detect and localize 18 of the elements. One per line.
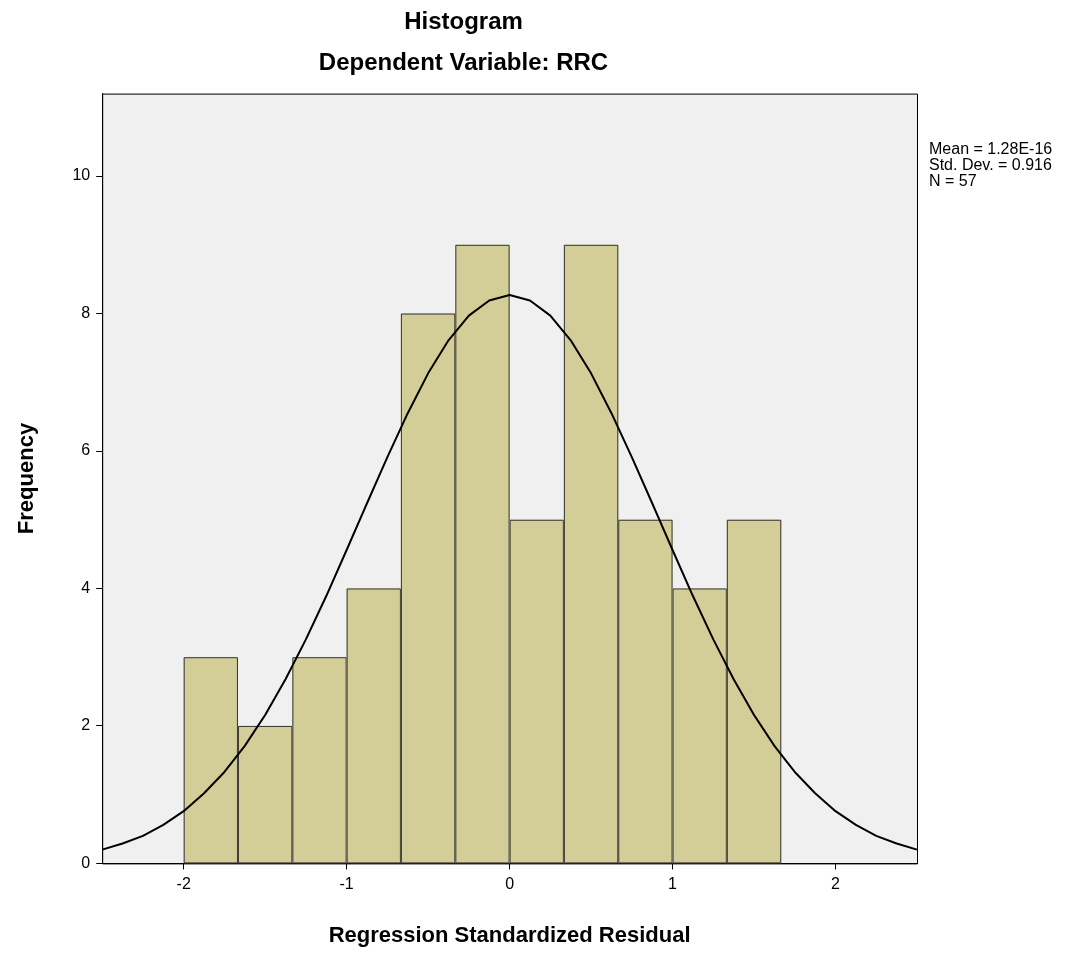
y-tick-label: 2 bbox=[81, 716, 91, 734]
y-tick-label: 10 bbox=[72, 166, 91, 184]
x-tick-label: 1 bbox=[668, 875, 678, 893]
x-tick-label: -1 bbox=[339, 875, 354, 893]
x-tick-label: 2 bbox=[831, 875, 841, 893]
text: Mean = 1.28E-16 bbox=[929, 140, 1053, 158]
text: Std. Dev. = 0.916 bbox=[929, 156, 1052, 174]
chart-subtitle: Dependent Variable: RRC bbox=[318, 47, 609, 75]
text: N = 57 bbox=[929, 172, 977, 190]
x-tick-label: 0 bbox=[505, 875, 515, 893]
x-axis-title: Regression Standardized Residual bbox=[328, 921, 691, 947]
y-tick-label: 0 bbox=[81, 853, 91, 871]
y-tick-label: 6 bbox=[81, 441, 91, 459]
chart-title: Histogram bbox=[404, 7, 523, 35]
y-tick-label: 4 bbox=[81, 578, 91, 596]
y-axis-title: Frequency bbox=[13, 422, 39, 535]
y-tick-label: 8 bbox=[81, 303, 91, 321]
x-tick-label: -2 bbox=[176, 875, 191, 893]
